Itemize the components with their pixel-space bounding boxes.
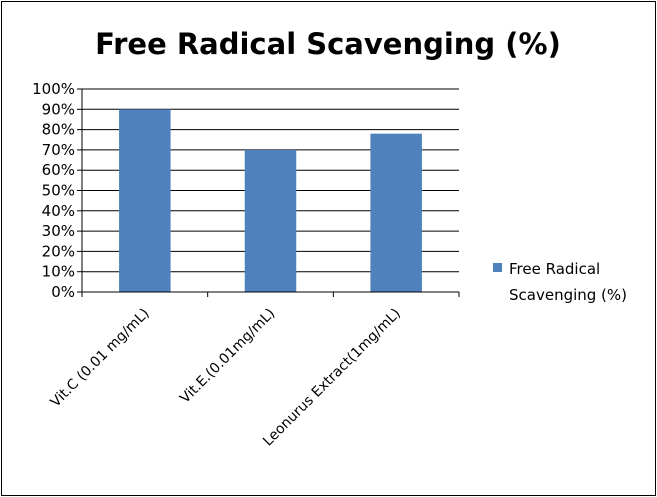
x-category-label: Vit.E.(0.01mg/mL) <box>177 306 278 407</box>
axes <box>77 88 460 297</box>
y-tick-label: 30% <box>42 222 75 240</box>
y-axis-ticks: 0% 10% 20% 30% 40% 50% 60% 70% 80% 90% 100% <box>32 80 75 301</box>
bar <box>119 109 171 292</box>
y-tick-label: 20% <box>42 242 75 260</box>
bar <box>244 149 297 292</box>
x-axis-categories: Vit.C (0.01 mg/mL) Vit.E.(0.01mg/mL)Leonu… <box>48 306 404 450</box>
y-tick-label: 90% <box>42 100 75 118</box>
legend-label-line-2: Scavenging (%) <box>509 286 627 304</box>
bars <box>119 109 422 292</box>
y-tick-label: 100% <box>32 80 75 98</box>
legend: Free Radical Scavenging (%) <box>493 260 627 304</box>
x-category-label: Vit.C (0.01 mg/mL) <box>48 306 153 411</box>
y-tick-label: 40% <box>42 202 75 220</box>
y-tick-label: 0% <box>51 283 75 301</box>
legend-label-line-1: Free Radical <box>509 260 600 278</box>
bar <box>370 133 422 292</box>
y-tick-label: 80% <box>42 121 75 139</box>
y-tick-label: 10% <box>42 263 75 281</box>
chart-title: Free Radical Scavenging (%) <box>95 27 561 61</box>
y-tick-label: 50% <box>42 182 75 200</box>
legend-swatch <box>493 263 502 272</box>
y-tick-label: 60% <box>42 161 75 179</box>
x-category-label: Leonurus Extract(1mg/mL) <box>260 306 404 450</box>
y-tick-label: 70% <box>42 141 75 159</box>
